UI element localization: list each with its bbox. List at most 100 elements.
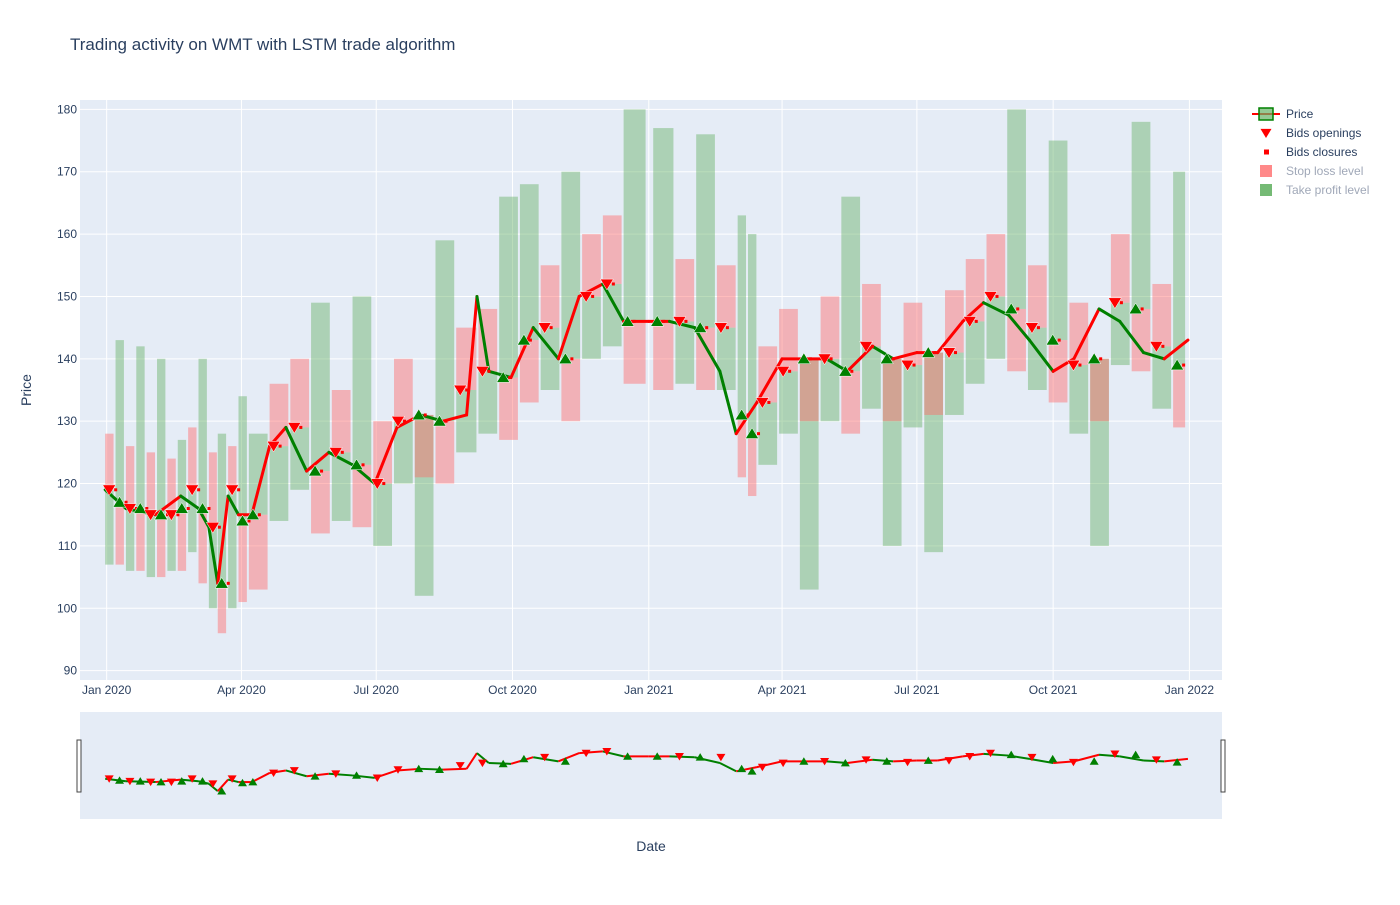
price-segment	[1072, 307, 1101, 361]
bid-closure-marker	[114, 488, 118, 492]
stop-loss-box	[758, 346, 778, 403]
bid-closure-marker	[237, 488, 241, 492]
stop-loss-box	[435, 421, 455, 484]
stop-loss-box	[1048, 340, 1068, 403]
stop-loss-box	[602, 215, 622, 284]
price-segment	[487, 369, 513, 380]
take-profit-box	[561, 171, 581, 359]
mini-trade-marker	[1048, 754, 1058, 763]
trade-marker-layer	[102, 278, 1186, 589]
price-segment	[373, 425, 399, 486]
price-segment	[1141, 351, 1166, 361]
bid-closure-marker	[767, 400, 771, 404]
bid-opening-marker	[370, 478, 385, 490]
take-profit-box	[799, 358, 819, 590]
price-segment	[305, 450, 331, 473]
mini-trade-marker	[1027, 753, 1037, 762]
legend-label: Price	[1286, 107, 1314, 121]
take-profit-box	[115, 340, 124, 503]
take-profit-box	[167, 514, 176, 571]
legend-item: Take profit level	[1260, 183, 1369, 197]
mini-trade-marker	[903, 758, 913, 767]
stop-loss-box	[716, 265, 736, 328]
price-segment	[284, 425, 309, 473]
price-segment	[891, 351, 919, 361]
take-profit-box	[965, 321, 985, 384]
bid-closure-marker	[591, 294, 595, 298]
mini-trade-marker	[477, 759, 487, 768]
price-segment	[936, 319, 965, 355]
take-profit-box	[924, 352, 944, 553]
mini-trade-marker	[716, 753, 726, 762]
bid-closure-marker	[662, 319, 666, 323]
bid-closure-marker	[186, 506, 190, 510]
stop-loss-box	[1090, 358, 1109, 422]
x-tick-label: Jul 2021	[894, 683, 940, 697]
take-profit-box	[1090, 358, 1109, 546]
bid-closure-marker	[1140, 307, 1144, 311]
main-plot-bg	[80, 100, 1222, 680]
take-profit-box	[331, 452, 351, 521]
stop-loss-box	[146, 452, 156, 515]
mini-trade-marker	[540, 753, 550, 762]
mini-trade-marker	[737, 764, 747, 773]
take-profit-box	[157, 358, 166, 515]
take-profit-box	[435, 240, 455, 422]
mini-trade-marker	[125, 777, 135, 786]
stop-loss-box	[779, 308, 798, 372]
legend-item: Bids openings	[1260, 126, 1361, 140]
bid-closure-marker	[725, 326, 729, 330]
price-segment	[475, 294, 491, 373]
mini-trade-marker	[560, 757, 570, 765]
bid-opening-marker	[693, 321, 708, 333]
range-slider-left-handle[interactable]	[76, 739, 82, 793]
bid-opening-marker	[516, 333, 531, 346]
mini-trade-marker	[1006, 750, 1016, 759]
mini-trade-marker	[757, 763, 767, 772]
stop-loss-box	[820, 296, 840, 359]
range-slider-right-handle[interactable]	[1220, 739, 1226, 793]
take-profit-box	[748, 234, 757, 434]
stop-loss-box	[862, 283, 881, 347]
take-profit-box	[238, 396, 247, 521]
bid-closure-marker	[361, 463, 365, 467]
stop-loss-box	[737, 414, 747, 478]
stop-loss-box	[217, 583, 227, 634]
take-profit-box	[716, 327, 736, 390]
bid-closure-marker	[684, 319, 688, 323]
y-tick-label: 110	[58, 539, 77, 553]
bid-opening-marker	[133, 502, 148, 514]
price-segment	[509, 326, 535, 380]
mini-trade-marker	[187, 775, 197, 783]
mini-price-segment	[180, 778, 199, 783]
take-profit-box	[945, 352, 964, 415]
stop-loss-box	[290, 358, 310, 428]
mini-trade-marker	[166, 778, 176, 787]
mini-trade-marker	[217, 787, 227, 795]
price-segment	[1027, 338, 1055, 373]
bid-opening-marker	[734, 408, 749, 421]
price-segment	[1007, 313, 1031, 342]
range-slider-bg[interactable]	[80, 712, 1222, 819]
stop-loss-box	[882, 358, 902, 422]
mini-price-segment	[208, 782, 219, 792]
stop-loss-box	[352, 464, 372, 528]
bid-closure-marker	[1182, 363, 1186, 367]
bid-opening-marker	[1107, 297, 1122, 310]
price-segment	[755, 357, 784, 404]
price-segment	[1118, 319, 1145, 355]
stop-loss-box	[478, 308, 498, 372]
bid-closure-marker	[134, 506, 138, 510]
stop-loss-box	[208, 452, 217, 528]
take-profit-box	[198, 358, 207, 509]
y-tick-label: 170	[57, 165, 77, 179]
mini-trade-marker	[1068, 758, 1078, 767]
bid-closure-marker	[757, 432, 761, 436]
mini-trade-marker	[269, 769, 279, 778]
take-profit-box	[414, 414, 434, 596]
bid-opening-marker	[235, 514, 250, 527]
take-profit-box	[602, 283, 622, 347]
mini-trade-marker	[227, 775, 237, 783]
stop-loss-box	[125, 446, 135, 509]
